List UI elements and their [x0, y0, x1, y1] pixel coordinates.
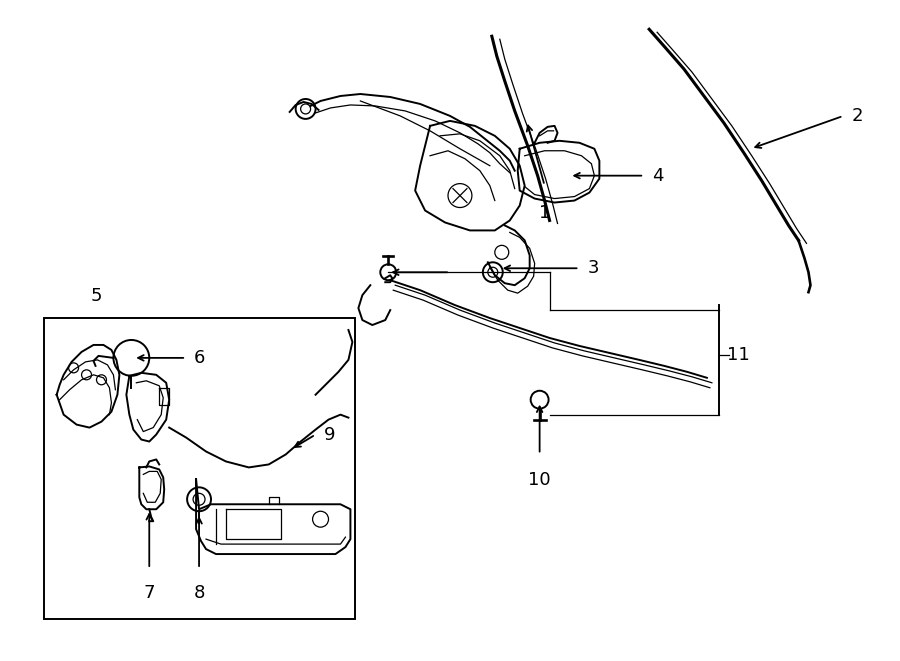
Text: 10: 10	[528, 471, 551, 489]
Text: 7: 7	[143, 584, 155, 602]
Text: 6: 6	[194, 349, 205, 367]
Text: 4: 4	[652, 167, 663, 184]
Text: 9: 9	[323, 426, 335, 444]
Text: 5: 5	[91, 287, 103, 305]
Text: 8: 8	[194, 584, 204, 602]
Text: 11: 11	[727, 346, 750, 364]
Text: 2: 2	[851, 107, 863, 125]
Bar	[44, 318, 356, 619]
Text: 1: 1	[539, 204, 550, 221]
Text: 3: 3	[588, 259, 598, 277]
